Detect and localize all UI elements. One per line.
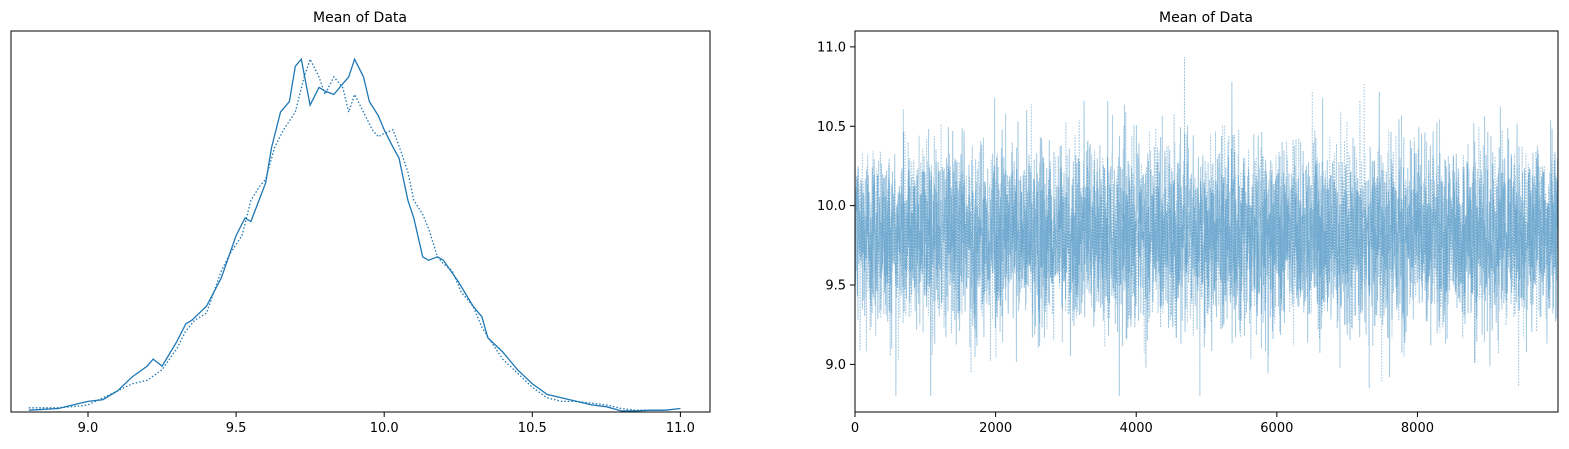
trace-series-group [854, 56, 1559, 397]
trace-plot-panel: Mean of Data 0 2000 4000 6000 8000 9.0 9.5 10.… [817, 10, 1559, 436]
density-x-tick-label: 10.5 [518, 421, 547, 436]
density-plot-title: Mean of Data [313, 10, 407, 26]
density-series-solid [28, 57, 681, 412]
density-x-tick-label: 9.5 [226, 421, 247, 436]
density-x-axis: 9.0 9.5 10.0 10.5 11.0 [78, 412, 695, 436]
trace-plot-frame [854, 30, 1559, 413]
trace-plot-title: Mean of Data [1159, 10, 1253, 26]
density-plot-panel: Mean of Data 9.0 9.5 10.0 10.5 11.0 [10, 10, 711, 436]
density-x-tick-label: 10.0 [370, 421, 399, 436]
density-x-tick-label: 11.0 [666, 421, 695, 436]
trace-y-tick-label: 10.5 [817, 120, 846, 135]
trace-series-dotted [854, 56, 1559, 397]
trace-x-tick-label: 8000 [1401, 421, 1434, 436]
trace-x-tick-label: 4000 [1120, 421, 1153, 436]
trace-x-tick-label: 0 [851, 421, 859, 436]
density-series-group [28, 57, 681, 412]
trace-y-tick-label: 11.0 [817, 40, 846, 55]
trace-x-tick-label: 6000 [1260, 421, 1293, 436]
density-series-dotted [28, 57, 666, 411]
trace-y-tick-label: 9.5 [825, 279, 846, 294]
trace-x-tick-label: 2000 [979, 421, 1012, 436]
density-plot-frame [10, 30, 711, 413]
trace-series-solid [854, 81, 1559, 397]
trace-x-axis: 0 2000 4000 6000 8000 [851, 412, 1434, 436]
trace-y-tick-label: 10.0 [817, 199, 846, 214]
trace-y-tick-label: 9.0 [825, 358, 846, 373]
trace-y-axis: 9.0 9.5 10.0 10.5 11.0 [817, 40, 855, 373]
density-x-tick-label: 9.0 [78, 421, 99, 436]
